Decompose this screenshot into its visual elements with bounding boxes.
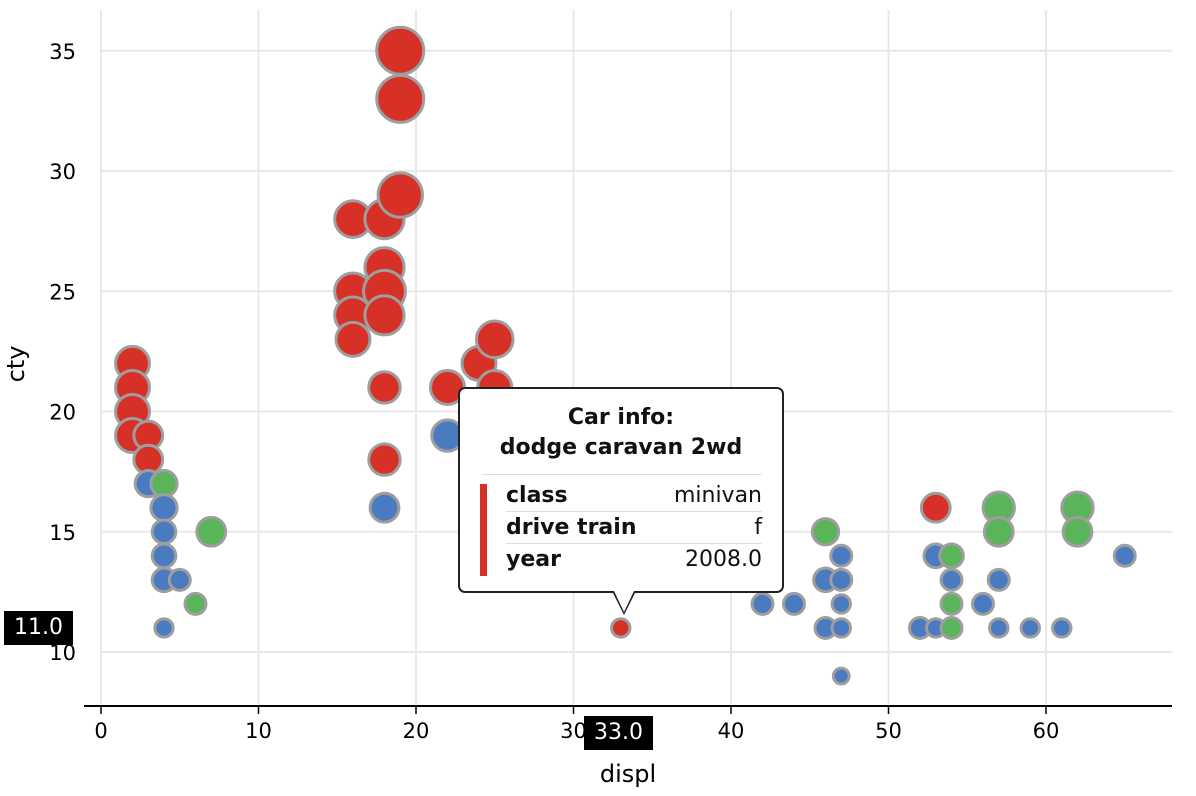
data-point[interactable] — [986, 567, 1011, 592]
data-point[interactable] — [919, 491, 952, 524]
data-point[interactable] — [376, 171, 424, 219]
data-point[interactable] — [363, 294, 406, 337]
y-tick-label: 10 — [49, 641, 76, 665]
y-tick-label: 20 — [49, 401, 76, 425]
grid-lines — [100, 10, 1172, 704]
data-points[interactable] — [114, 25, 1137, 686]
data-point[interactable] — [367, 370, 402, 405]
data-point[interactable] — [334, 320, 372, 358]
data-point[interactable] — [1051, 617, 1073, 639]
data-point[interactable] — [150, 542, 178, 570]
data-point[interactable] — [829, 543, 854, 568]
tooltip-key: year — [506, 547, 561, 572]
tooltip-row-class: class minivan — [506, 483, 762, 513]
data-point[interactable] — [375, 73, 426, 124]
tooltip: Car info: dodge caravan 2wd class miniva… — [458, 387, 784, 593]
tooltip-pointer-fill — [614, 591, 634, 612]
tooltip-key: class — [506, 483, 568, 508]
crosshair-y-label: 11.0 — [4, 611, 73, 645]
data-point[interactable] — [939, 591, 964, 616]
x-tick-label: 40 — [718, 719, 745, 743]
data-point[interactable] — [939, 567, 964, 592]
tooltip-value: f — [754, 515, 762, 540]
y-tick-label: 25 — [49, 280, 76, 304]
data-point[interactable] — [982, 515, 1015, 548]
data-point[interactable] — [810, 517, 841, 547]
tooltip-divider — [482, 474, 762, 475]
y-tick-label: 35 — [49, 40, 76, 64]
x-tick-label: 60 — [1033, 719, 1060, 743]
data-point[interactable] — [167, 567, 192, 592]
data-point[interactable] — [938, 542, 965, 570]
data-point[interactable] — [830, 593, 852, 615]
data-point[interactable] — [750, 591, 775, 616]
data-point[interactable] — [149, 493, 179, 523]
data-point[interactable] — [195, 515, 228, 548]
data-point[interactable] — [971, 591, 995, 616]
data-point[interactable] — [939, 615, 964, 640]
y-tick-label: 15 — [49, 521, 76, 545]
x-tick-label: 20 — [403, 719, 430, 743]
y-tick-label: 30 — [49, 160, 76, 184]
data-point[interactable] — [367, 442, 402, 477]
x-tick-label: 10 — [245, 719, 272, 743]
data-point[interactable] — [474, 319, 515, 360]
data-point[interactable] — [610, 617, 632, 639]
data-point[interactable] — [368, 491, 401, 524]
axes: 0 10 20 30 40 50 60 10 15 20 25 30 35 — [49, 40, 1172, 743]
data-point[interactable] — [829, 567, 854, 592]
data-point[interactable] — [1112, 543, 1137, 568]
tooltip-row-divider — [506, 543, 762, 544]
tooltip-value: minivan — [673, 483, 762, 508]
data-point[interactable] — [1019, 617, 1041, 639]
tooltip-heading: Car info: — [567, 405, 675, 430]
x-axis-title: displ — [600, 760, 656, 788]
tooltip-value: 2008.0 — [685, 547, 762, 572]
data-point[interactable] — [183, 591, 208, 616]
data-point[interactable] — [153, 617, 175, 639]
tooltip-car-name: dodge caravan 2wd — [499, 435, 743, 460]
x-tick-label: 50 — [875, 719, 902, 743]
tooltip-row-drive-train: drive train f — [506, 515, 762, 545]
y-axis-title: cty — [2, 346, 30, 383]
data-point[interactable] — [782, 591, 806, 616]
tooltip-row-divider — [506, 511, 762, 512]
x-tick-label: 0 — [94, 719, 107, 743]
data-point[interactable] — [831, 666, 851, 686]
data-point[interactable] — [1061, 515, 1094, 548]
data-point[interactable] — [149, 469, 179, 499]
crosshair-x-label: 33.0 — [584, 716, 653, 750]
tooltip-title: Car info: dodge caravan 2wd — [460, 403, 782, 463]
x-tick-label: 30 — [560, 719, 587, 743]
tooltip-key: drive train — [506, 515, 637, 540]
data-point[interactable] — [150, 518, 178, 546]
data-point[interactable] — [988, 617, 1010, 639]
data-point[interactable] — [375, 25, 426, 76]
data-point[interactable] — [830, 617, 852, 639]
tooltip-row-year: year 2008.0 — [506, 547, 762, 577]
tooltip-color-swatch — [480, 484, 487, 576]
